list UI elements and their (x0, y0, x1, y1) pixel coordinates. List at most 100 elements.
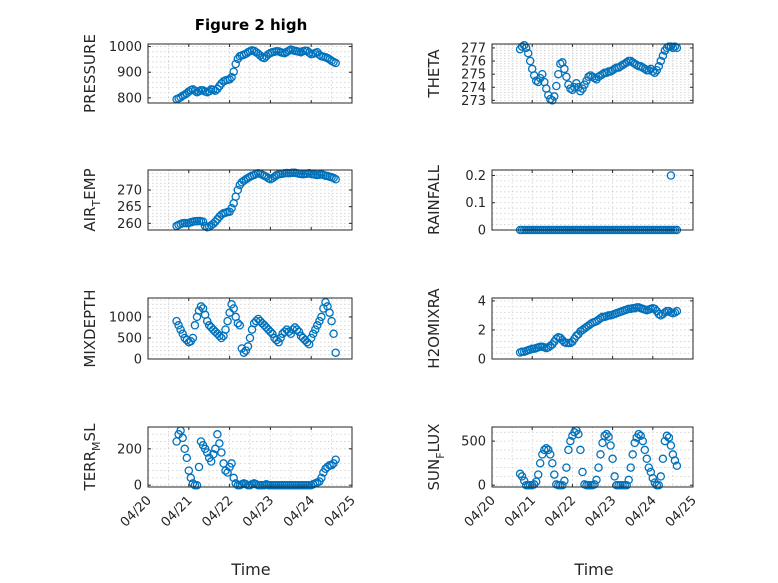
data-point (274, 337, 283, 347)
x-tick-label: 04/21 (502, 493, 539, 530)
data-point (535, 458, 545, 468)
data-point (227, 204, 236, 213)
y-tick-label: 0 (134, 479, 142, 494)
data-point (650, 68, 660, 78)
data-point (648, 473, 658, 483)
data-point (634, 429, 643, 439)
data-point (308, 329, 318, 339)
data-point (642, 454, 652, 464)
y-axis-label: PRESSURE (81, 34, 99, 113)
data-point (213, 430, 222, 439)
axes-frame (491, 426, 694, 488)
data-point (666, 441, 676, 450)
data-point (608, 454, 617, 464)
y-axis-label: SUNFLUX (425, 424, 447, 491)
data-point (517, 42, 527, 51)
axes-frame (491, 169, 694, 231)
data-point (196, 302, 206, 311)
data-point (602, 429, 611, 439)
x-tick-label: 04/22 (542, 493, 579, 530)
y-tick-label: 800 (117, 91, 142, 106)
data-point (223, 316, 232, 326)
data-point (672, 306, 682, 316)
x-tick-label: 04/24 (623, 493, 660, 530)
data-point (221, 325, 230, 334)
data-point (525, 56, 535, 66)
x-tick-label: 04/23 (582, 493, 619, 530)
data-point (606, 441, 615, 450)
data-point (628, 450, 637, 459)
data-point (331, 58, 340, 68)
data-point (550, 92, 559, 101)
y-tick-label: 273 (461, 94, 486, 109)
data-point (225, 75, 234, 84)
data-point (558, 480, 567, 490)
axes-frame (491, 297, 694, 360)
data-point (658, 454, 668, 464)
data-point (523, 48, 533, 58)
data-point (304, 48, 314, 57)
data-point (544, 445, 553, 455)
data-point (223, 468, 232, 477)
data-point (331, 455, 340, 464)
x-tick-label: 04/22 (199, 493, 236, 530)
data-point (211, 217, 220, 226)
data-point (215, 331, 224, 341)
y-tick-label: 260 (117, 217, 142, 232)
data-point (202, 448, 212, 457)
x-tick-label: 04/25 (663, 493, 700, 530)
data-point (215, 439, 224, 448)
data-point (276, 333, 285, 343)
data-point (544, 90, 553, 100)
axes-frame (147, 43, 353, 104)
data-point (317, 312, 326, 322)
data-point (560, 476, 569, 486)
data-point (198, 217, 208, 226)
y-tick-label: 0 (478, 479, 486, 494)
data-point (622, 58, 631, 67)
data-point (546, 450, 555, 459)
data-point (658, 51, 668, 61)
data-point (576, 86, 585, 96)
data-point (294, 327, 304, 336)
data-point (630, 438, 639, 448)
data-point (178, 329, 187, 339)
data-point (640, 445, 650, 455)
data-point (626, 463, 635, 472)
data-point (604, 432, 613, 441)
y-axis-label: RAINFALL (425, 164, 443, 235)
data-point (178, 433, 187, 443)
data-point (584, 72, 593, 82)
data-point (654, 480, 664, 490)
data-point (644, 463, 654, 472)
data-point (235, 321, 245, 330)
data-point (538, 69, 547, 79)
data-point (227, 459, 236, 468)
data-point (519, 41, 529, 50)
data-point (282, 47, 291, 57)
subplot-h2omixra: 0 2 4 H2OMIXRA (425, 288, 694, 369)
data-point (327, 460, 336, 470)
data-point (552, 334, 561, 343)
y-tick-label: 900 (117, 66, 142, 81)
data-point (227, 300, 236, 309)
y-tick-label: 265 (117, 200, 142, 215)
data-point (670, 456, 680, 465)
data-point (576, 445, 585, 455)
x-tick-label: 04/25 (322, 493, 359, 530)
y-tick-label: 2 (478, 323, 486, 338)
data-point (533, 470, 543, 479)
y-tick-label: 0 (134, 353, 142, 368)
axes-frame (491, 43, 694, 104)
data-point (188, 333, 198, 343)
x-axis-label-left: Time (230, 560, 270, 579)
subplot-sun-flux: 0 500 04/20 04/21 04/22 04/23 04/24 04/25 SUNFLU… (425, 424, 700, 531)
data-point (243, 342, 253, 351)
data-point (217, 333, 226, 343)
y-axis-label: AIRTEMP (81, 168, 103, 231)
data-point (331, 348, 340, 357)
data-point (578, 467, 587, 477)
y-axis-label: MIXDEPTH (81, 289, 99, 367)
y-tick-label: 500 (117, 331, 142, 346)
